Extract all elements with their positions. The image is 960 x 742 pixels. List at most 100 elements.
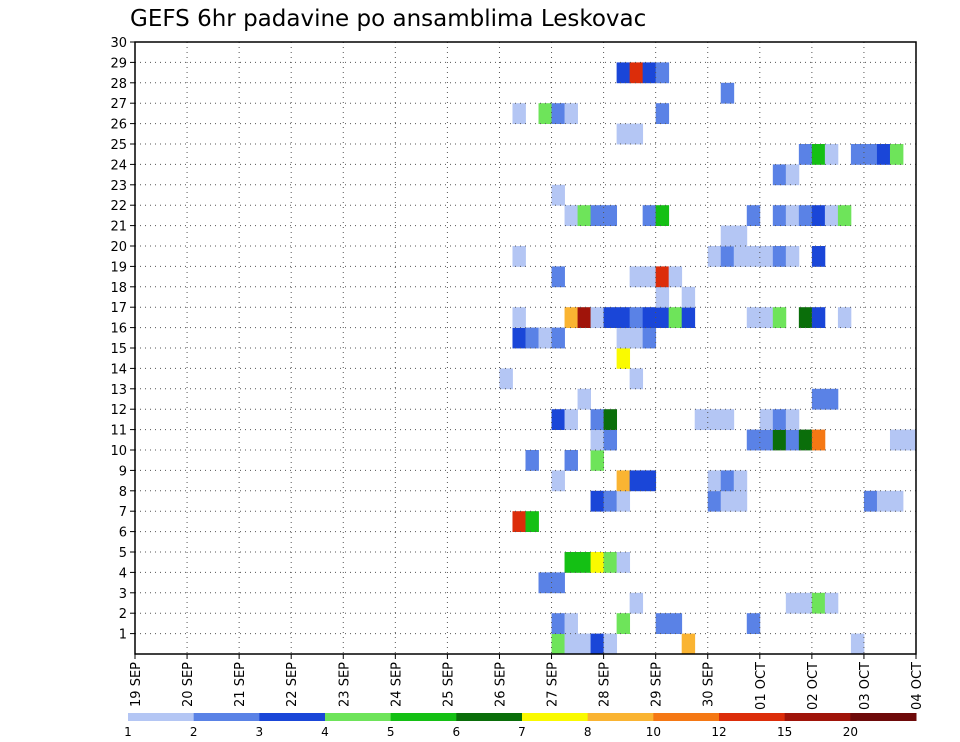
heatmap-cell — [642, 327, 657, 349]
y-tick-label: 16 — [110, 322, 127, 337]
heatmap-cell — [603, 307, 618, 328]
x-tick-label: 22 SEP — [285, 662, 300, 707]
chart-title: GEFS 6hr padavine po ansamblima Leskovac — [130, 6, 646, 32]
colorbar-swatch — [128, 713, 195, 721]
colorbar-swatch — [259, 713, 326, 721]
heatmap-cell — [551, 613, 565, 634]
heatmap-cell — [798, 205, 813, 226]
x-tick-label: 04 OCT — [910, 662, 925, 710]
heatmap-cell — [642, 470, 657, 492]
heatmap-cell — [551, 633, 565, 655]
heatmap-cell — [668, 307, 683, 328]
colorbar-swatch — [456, 713, 523, 721]
x-tick-label: 19 SEP — [129, 662, 144, 707]
heatmap-cell — [590, 450, 604, 471]
colorbar-swatch — [719, 713, 786, 721]
heatmap-cell — [603, 205, 618, 226]
heatmap-cell — [798, 144, 813, 165]
heatmap-cell — [733, 246, 748, 267]
axis-layer: 1234567891011121314151617181920212223242… — [110, 36, 925, 710]
heatmap-cell — [564, 307, 578, 328]
heatmap-cell — [876, 490, 891, 512]
heatmap-cell — [681, 307, 696, 328]
colorbar-label: 7 — [518, 725, 526, 739]
heatmap-cell — [642, 205, 657, 226]
y-tick-label: 21 — [110, 220, 127, 235]
heatmap-cell — [499, 368, 513, 390]
heatmap-cell — [564, 103, 578, 124]
heatmap-cell — [707, 470, 722, 492]
heatmap-cell — [655, 103, 670, 124]
heatmap-cell — [811, 205, 826, 226]
heatmap-cell — [616, 348, 631, 369]
heatmap-cell — [512, 246, 526, 267]
colorbar-swatch — [193, 713, 260, 721]
heatmap-cell — [590, 409, 604, 430]
colorbar-label: 6 — [453, 725, 461, 739]
heatmap-cell — [837, 205, 852, 226]
y-tick-label: 30 — [110, 36, 127, 51]
y-tick-label: 4 — [119, 566, 127, 581]
heatmap-cell — [616, 327, 631, 349]
heatmap-cell — [551, 572, 565, 594]
heatmap-cell — [798, 307, 813, 328]
heatmap-cell — [746, 246, 761, 267]
heatmap-cell — [512, 511, 526, 532]
heatmap-cell — [850, 633, 865, 655]
heatmap-cell — [616, 123, 631, 145]
heatmap-cell — [759, 246, 774, 267]
heatmap-cell — [629, 123, 644, 145]
colorbar-swatch — [522, 713, 589, 721]
heatmap-cell — [551, 470, 565, 492]
x-tick-label: 26 SEP — [493, 662, 508, 707]
heatmap-cell — [655, 286, 670, 308]
heatmap-cell — [889, 490, 904, 512]
y-tick-label: 26 — [110, 118, 127, 133]
heatmap-cell — [538, 327, 552, 349]
heatmap-cell — [811, 246, 826, 267]
heatmap-cell — [746, 429, 761, 451]
y-tick-label: 8 — [119, 485, 127, 500]
heatmap-cell — [577, 633, 591, 655]
heatmap-cell — [746, 613, 761, 634]
heatmap-cell — [564, 613, 578, 634]
heatmap-cell — [551, 184, 565, 206]
heatmap-cell — [720, 490, 735, 512]
y-tick-label: 12 — [110, 403, 127, 418]
heatmap-cell — [655, 307, 670, 328]
heatmap-cell — [590, 429, 604, 451]
heatmap-cell — [551, 409, 565, 430]
x-tick-label: 01 OCT — [754, 662, 769, 710]
heatmap-cell — [811, 388, 826, 410]
y-tick-label: 20 — [110, 240, 127, 255]
heatmap-cell — [772, 307, 787, 328]
heatmap-cell — [681, 633, 696, 655]
heatmap-cell — [512, 327, 526, 349]
colorbar-label: 10 — [646, 725, 661, 739]
y-tick-label: 22 — [110, 199, 127, 214]
heatmap-cell — [590, 633, 604, 655]
heatmap-cell — [889, 429, 904, 451]
heatmap-cell — [655, 266, 670, 288]
heatmap-cell — [603, 409, 618, 430]
x-tick-label: 24 SEP — [389, 662, 404, 707]
heatmap-cell — [785, 409, 800, 430]
x-tick-label: 03 OCT — [858, 662, 873, 710]
heatmap-cell — [707, 246, 722, 267]
heatmap-cell — [616, 552, 631, 573]
heatmap-cell — [629, 592, 644, 614]
heatmap-cell — [785, 246, 800, 267]
heatmap-cell — [785, 592, 800, 614]
heatmap-cell — [629, 62, 644, 84]
heatmap-cell — [889, 144, 904, 165]
heatmap-cell — [564, 552, 578, 573]
heatmap-cell — [850, 144, 865, 165]
x-tick-label: 21 SEP — [233, 662, 248, 707]
heatmap-cell — [603, 490, 618, 512]
heatmap-cell — [772, 246, 787, 267]
y-tick-label: 18 — [110, 281, 127, 296]
heatmap-cell — [720, 82, 735, 104]
heatmap-cell — [655, 613, 670, 634]
heatmap-cell — [577, 307, 591, 328]
heatmap-cell — [733, 470, 748, 492]
